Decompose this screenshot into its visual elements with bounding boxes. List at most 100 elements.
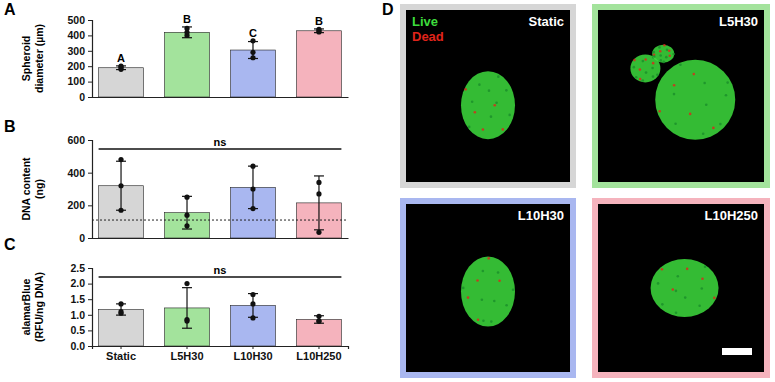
tick: 1.0 [70,309,92,321]
image-panel: DStaticL5H30L10H30L10H250LiveDead [382,1,770,378]
tick-mark [88,205,92,206]
tile-image [406,204,570,372]
tick-mark [88,20,92,21]
axis-line [88,269,93,347]
tick: 100 [67,75,92,87]
data-point [250,292,255,297]
tick-mark [88,238,92,239]
speckle [467,296,470,299]
tile-image [406,10,570,182]
tile-label: L5H30 [719,14,758,29]
speckle [487,257,490,260]
tick-label: Static [106,350,136,362]
error-bar [182,196,192,229]
axis-title: Spheroid [20,36,32,82]
tick-label: L5H30 [170,350,203,362]
speckle [482,319,485,322]
tick: 0.5 [70,324,92,336]
image-tile: L5H30 [592,4,770,188]
speckle [633,59,636,62]
data-point [250,38,255,43]
axis-line [93,97,349,98]
speckle [488,89,491,92]
speckle [474,111,477,114]
tick: 0 [79,91,92,103]
speckle [471,100,474,103]
speckle [497,271,500,274]
tick: 200 [67,199,92,211]
tick-label: 400 [67,29,85,41]
speckle [672,288,675,291]
x-axis [93,97,349,99]
speckle [653,55,656,58]
tick: 0 [79,232,92,244]
speckle [703,82,706,85]
tick-label: 0.5 [70,324,85,336]
data-point [184,213,189,218]
tick: 0.0 [70,340,92,352]
bar-chart: ASpheroiddiameter (µm)0100200300400500AB… [4,1,349,103]
data-point [250,50,255,55]
tick-mark [121,346,122,349]
speckle [692,73,695,76]
speckle [641,79,644,82]
significance-label: ns [214,136,227,148]
speckle [658,110,661,113]
data-point [316,230,321,235]
speckle [704,265,707,268]
tick-label: 0 [79,232,85,244]
speckle [505,304,508,307]
speckle [468,126,471,129]
error-bar [248,294,258,318]
speckle [700,287,703,290]
tick-mark [252,346,253,349]
speckle [725,94,728,97]
data-point [316,191,321,196]
significance-bracket [99,276,342,278]
data-point [184,26,189,31]
data-point [250,186,255,191]
tick-mark [88,66,92,67]
speckle [659,54,662,57]
legend-label: Live [412,14,438,29]
data-point [118,183,123,188]
speckle [651,67,654,70]
tile-label: L10H30 [518,208,564,223]
axis-title: (RFU/ng DNA) [33,272,45,342]
significance-label: ns [214,264,227,276]
speckle [673,93,676,96]
tick-mark [88,140,92,141]
speckle [672,53,675,56]
speckle [677,275,680,278]
speckle [505,89,508,92]
speckle [661,268,664,271]
speckle [495,101,498,104]
tile-label: Static [529,14,564,29]
tick: 400 [67,29,92,41]
tick-label: 600 [67,134,85,146]
speckle [712,127,715,130]
bar [99,309,144,346]
significance-letter: A [117,52,125,64]
y-axis: 0.00.51.01.52.02.5 [70,262,92,352]
scale-bar [722,348,752,355]
speckle [686,268,689,271]
axis-line [88,21,93,98]
significance-bracket [99,148,342,150]
tick-mark [88,82,92,83]
tick-mark [88,315,92,316]
axis-line [88,141,93,239]
data-point [250,55,255,60]
speckle [652,51,655,54]
tick-label: 200 [67,60,85,72]
speckle [482,128,485,131]
axis-title: alamarBlue [20,279,32,336]
data-point [118,301,123,306]
speckle [698,304,701,307]
speckle [675,311,678,314]
threshold-line [92,220,348,221]
figure: ASpheroiddiameter (µm)0100200300400500AB… [0,0,775,382]
speckle [668,49,671,52]
speckle [477,319,480,322]
data-point [184,317,189,322]
